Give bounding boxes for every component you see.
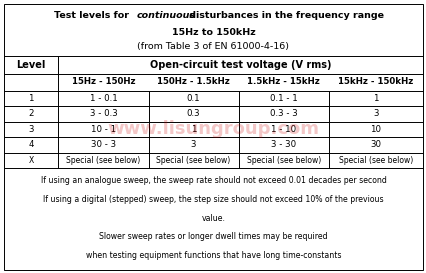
Text: 10: 10 — [369, 125, 380, 134]
Text: If using an analogue sweep, the sweep rate should not exceed 0.01 decades per se: If using an analogue sweep, the sweep ra… — [40, 176, 386, 185]
Text: value.: value. — [201, 213, 225, 222]
Text: continuous: continuous — [137, 11, 196, 20]
Text: 15kHz - 150kHz: 15kHz - 150kHz — [337, 78, 412, 87]
Text: 0.3 - 3: 0.3 - 3 — [269, 109, 297, 118]
Text: 3: 3 — [29, 125, 34, 134]
Text: 3: 3 — [372, 109, 378, 118]
Text: Open-circuit test voltage (V rms): Open-circuit test voltage (V rms) — [150, 60, 331, 70]
Text: 1: 1 — [29, 94, 34, 103]
Text: 15Hz to 150kHz: 15Hz to 150kHz — [171, 28, 255, 37]
Text: 0.3: 0.3 — [186, 109, 200, 118]
Text: disturbances in the frequency range: disturbances in the frequency range — [186, 11, 383, 20]
Text: when testing equipment functions that have long time-constants: when testing equipment functions that ha… — [86, 251, 340, 260]
Text: Test levels for: Test levels for — [54, 11, 132, 20]
Text: 4: 4 — [29, 140, 34, 149]
Text: 3: 3 — [190, 140, 196, 149]
Text: X: X — [29, 156, 34, 165]
Text: 1: 1 — [190, 125, 196, 134]
Text: 10 - 1: 10 - 1 — [91, 125, 116, 134]
Text: 2: 2 — [29, 109, 34, 118]
Text: 1.5kHz - 15kHz: 1.5kHz - 15kHz — [247, 78, 320, 87]
Text: Special (see below): Special (see below) — [246, 156, 320, 165]
Text: If using a digital (stepped) sweep, the step size should not exceed 10% of the p: If using a digital (stepped) sweep, the … — [43, 195, 383, 204]
Text: 30: 30 — [369, 140, 380, 149]
Text: 3 - 0.3: 3 - 0.3 — [89, 109, 117, 118]
Text: 15Hz - 150Hz: 15Hz - 150Hz — [72, 78, 135, 87]
Text: Slower sweep rates or longer dwell times may be required: Slower sweep rates or longer dwell times… — [99, 232, 327, 241]
Text: 150Hz - 1.5kHz: 150Hz - 1.5kHz — [157, 78, 230, 87]
Text: www.lisungroup.com: www.lisungroup.com — [107, 120, 319, 138]
Text: 0.1: 0.1 — [186, 94, 200, 103]
Text: Level: Level — [17, 60, 46, 70]
Text: 30 - 3: 30 - 3 — [91, 140, 116, 149]
Text: Special (see below): Special (see below) — [156, 156, 230, 165]
Text: 0.1 - 1: 0.1 - 1 — [269, 94, 297, 103]
Text: 1 - 0.1: 1 - 0.1 — [89, 94, 117, 103]
Text: Special (see below): Special (see below) — [66, 156, 140, 165]
Text: 1 - 10: 1 - 10 — [271, 125, 296, 134]
Text: (from Table 3 of EN 61000-4-16): (from Table 3 of EN 61000-4-16) — [137, 42, 289, 51]
Text: Special (see below): Special (see below) — [338, 156, 412, 165]
Text: 3 - 30: 3 - 30 — [271, 140, 296, 149]
Text: 1: 1 — [372, 94, 378, 103]
